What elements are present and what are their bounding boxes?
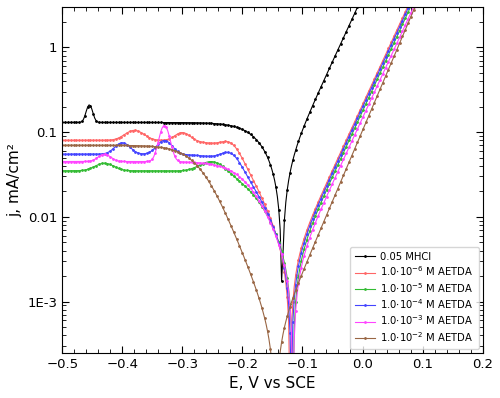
Line: 1.0$\cdot$10$^{-4}$ M AETDA: 1.0$\cdot$10$^{-4}$ M AETDA xyxy=(61,0,484,398)
1.0$\cdot$10$^{-2}$ M AETDA xyxy=(61,143,67,148)
1.0$\cdot$10$^{-2}$ M AETDA xyxy=(311,243,317,248)
1.0$\cdot$10$^{-2}$ M AETDA xyxy=(415,0,421,2)
1.0$\cdot$10$^{-6}$ M AETDA xyxy=(318,193,324,198)
1.0$\cdot$10$^{-6}$ M AETDA xyxy=(310,213,316,218)
Line: 1.0$\cdot$10$^{-5}$ M AETDA: 1.0$\cdot$10$^{-5}$ M AETDA xyxy=(61,0,484,398)
1.0$\cdot$10$^{-5}$ M AETDA xyxy=(61,168,67,173)
1.0$\cdot$10$^{-3}$ M AETDA xyxy=(60,159,66,164)
1.0$\cdot$10$^{-3}$ M AETDA xyxy=(310,228,316,232)
1.0$\cdot$10$^{-2}$ M AETDA xyxy=(60,143,66,148)
0.05 MHCl xyxy=(61,120,67,125)
1.0$\cdot$10$^{-4}$ M AETDA xyxy=(288,397,294,398)
1.0$\cdot$10$^{-4}$ M AETDA xyxy=(318,196,324,201)
0.05 MHCl xyxy=(278,279,284,283)
1.0$\cdot$10$^{-5}$ M AETDA xyxy=(311,217,317,222)
0.05 MHCl xyxy=(318,84,324,89)
1.0$\cdot$10$^{-6}$ M AETDA xyxy=(311,210,317,215)
1.0$\cdot$10$^{-5}$ M AETDA xyxy=(60,168,66,173)
1.0$\cdot$10$^{-6}$ M AETDA xyxy=(60,138,66,143)
0.05 MHCl xyxy=(310,103,316,108)
Line: 1.0$\cdot$10$^{-3}$ M AETDA: 1.0$\cdot$10$^{-3}$ M AETDA xyxy=(61,0,484,398)
1.0$\cdot$10$^{-2}$ M AETDA xyxy=(318,226,324,231)
1.0$\cdot$10$^{-4}$ M AETDA xyxy=(61,152,67,156)
1.0$\cdot$10$^{-4}$ M AETDA xyxy=(311,213,317,218)
Legend: 0.05 MHCl, 1.0$\cdot$10$^{-6}$ M AETDA, 1.0$\cdot$10$^{-5}$ M AETDA, 1.0$\cdot$1: 0.05 MHCl, 1.0$\cdot$10$^{-6}$ M AETDA, … xyxy=(350,247,478,349)
Line: 0.05 MHCl: 0.05 MHCl xyxy=(61,0,484,282)
1.0$\cdot$10$^{-3}$ M AETDA xyxy=(311,224,317,229)
Y-axis label: j, mA/cm²: j, mA/cm² xyxy=(7,143,22,217)
Line: 1.0$\cdot$10$^{-6}$ M AETDA: 1.0$\cdot$10$^{-6}$ M AETDA xyxy=(61,0,484,398)
1.0$\cdot$10$^{-5}$ M AETDA xyxy=(310,221,316,226)
0.05 MHCl xyxy=(60,120,66,125)
1.0$\cdot$10$^{-4}$ M AETDA xyxy=(60,152,66,156)
Line: 1.0$\cdot$10$^{-2}$ M AETDA: 1.0$\cdot$10$^{-2}$ M AETDA xyxy=(61,0,484,398)
1.0$\cdot$10$^{-6}$ M AETDA xyxy=(61,138,67,143)
0.05 MHCl xyxy=(311,100,317,105)
1.0$\cdot$10$^{-3}$ M AETDA xyxy=(318,207,324,212)
1.0$\cdot$10$^{-3}$ M AETDA xyxy=(61,159,67,164)
1.0$\cdot$10$^{-2}$ M AETDA xyxy=(310,246,316,251)
1.0$\cdot$10$^{-5}$ M AETDA xyxy=(318,200,324,205)
X-axis label: E, V vs SCE: E, V vs SCE xyxy=(229,376,316,391)
1.0$\cdot$10$^{-4}$ M AETDA xyxy=(310,216,316,221)
